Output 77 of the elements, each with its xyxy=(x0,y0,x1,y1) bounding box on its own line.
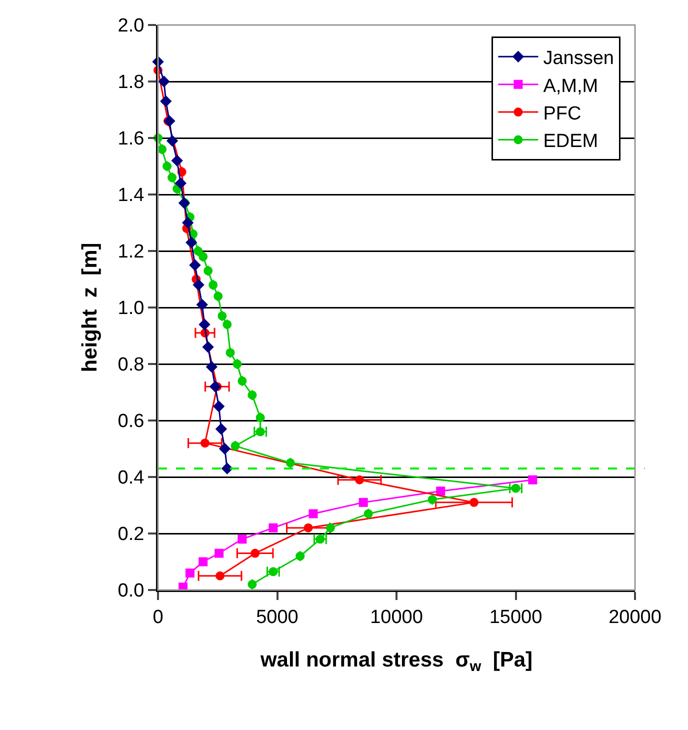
point xyxy=(198,252,208,262)
point xyxy=(186,236,198,248)
point xyxy=(221,462,234,474)
point xyxy=(162,162,172,171)
y-tick-label: 1.6 xyxy=(118,128,144,150)
y-axis-title: height z [m] xyxy=(78,242,102,372)
point xyxy=(196,298,208,311)
point xyxy=(202,341,214,353)
y-tick-label: 0.4 xyxy=(118,468,145,489)
y-tick-label: 0.0 xyxy=(118,580,144,602)
y-tick-label: 1.0 xyxy=(118,298,144,320)
point xyxy=(168,173,177,182)
point xyxy=(218,311,227,320)
x-tick-label: 20000 xyxy=(608,606,662,628)
point xyxy=(182,216,194,229)
point xyxy=(212,400,225,412)
point xyxy=(428,495,437,504)
point xyxy=(268,523,278,532)
x-tick-label: 15000 xyxy=(489,606,542,628)
point xyxy=(198,557,208,566)
x-tick-label: 5000 xyxy=(256,606,298,628)
legend-label: Janssen xyxy=(543,48,614,70)
point xyxy=(216,571,225,580)
point xyxy=(214,548,224,558)
point xyxy=(248,390,257,400)
point xyxy=(206,360,218,373)
point xyxy=(164,115,176,127)
y-tick-label: 1.8 xyxy=(118,72,144,94)
point xyxy=(286,458,295,468)
point xyxy=(232,360,242,368)
point xyxy=(326,523,335,532)
x-tick-label: 10000 xyxy=(370,606,423,628)
point xyxy=(218,442,231,455)
point xyxy=(171,154,183,166)
point xyxy=(226,348,235,358)
x-tick-label: 0 xyxy=(152,606,164,628)
point xyxy=(209,380,222,392)
point xyxy=(215,423,228,435)
point xyxy=(238,376,247,386)
point xyxy=(248,580,257,589)
point xyxy=(364,509,373,518)
x-axis-title: wall normal stress σ$_{w}$ [Pa] xyxy=(259,648,533,675)
point xyxy=(214,292,223,301)
point xyxy=(256,413,265,422)
legend-label: A,M,M xyxy=(543,76,598,97)
point xyxy=(222,320,232,329)
y-tick-label: 0.8 xyxy=(118,354,144,376)
point xyxy=(185,568,194,578)
point xyxy=(304,523,313,532)
point xyxy=(296,552,305,561)
y-tick-label: 2.0 xyxy=(118,16,144,37)
point xyxy=(470,498,479,507)
y-tick-label: 0.2 xyxy=(118,524,144,546)
point xyxy=(238,534,247,544)
y-tick-label: 1.4 xyxy=(118,185,145,206)
point xyxy=(198,318,210,330)
point xyxy=(358,498,368,507)
point xyxy=(250,548,260,558)
point xyxy=(200,438,210,448)
point xyxy=(189,259,201,271)
legend-label: EDEM xyxy=(543,131,598,152)
point xyxy=(208,280,218,290)
point xyxy=(158,76,170,88)
point xyxy=(355,475,364,484)
y-tick-label: 0.6 xyxy=(118,411,144,432)
point xyxy=(192,279,204,291)
point xyxy=(174,177,187,190)
point xyxy=(166,134,178,147)
y-tick-label: 1.2 xyxy=(118,242,144,263)
point xyxy=(160,95,172,108)
point xyxy=(204,266,213,276)
point xyxy=(230,441,240,450)
point xyxy=(194,246,203,256)
legend-label: PFC xyxy=(543,103,582,124)
point xyxy=(308,509,318,518)
point xyxy=(528,475,538,484)
point xyxy=(436,486,446,496)
